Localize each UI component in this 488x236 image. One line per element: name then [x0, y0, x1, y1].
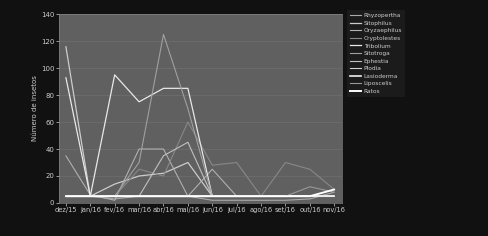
Y-axis label: Número de insetos: Número de insetos: [32, 76, 38, 142]
Legend: Rhyzopertha, Sitophilus, Oryzaephilus, Cryptolestes, Tribolium, Sitotroga, Ephes: Rhyzopertha, Sitophilus, Oryzaephilus, C…: [347, 10, 405, 97]
